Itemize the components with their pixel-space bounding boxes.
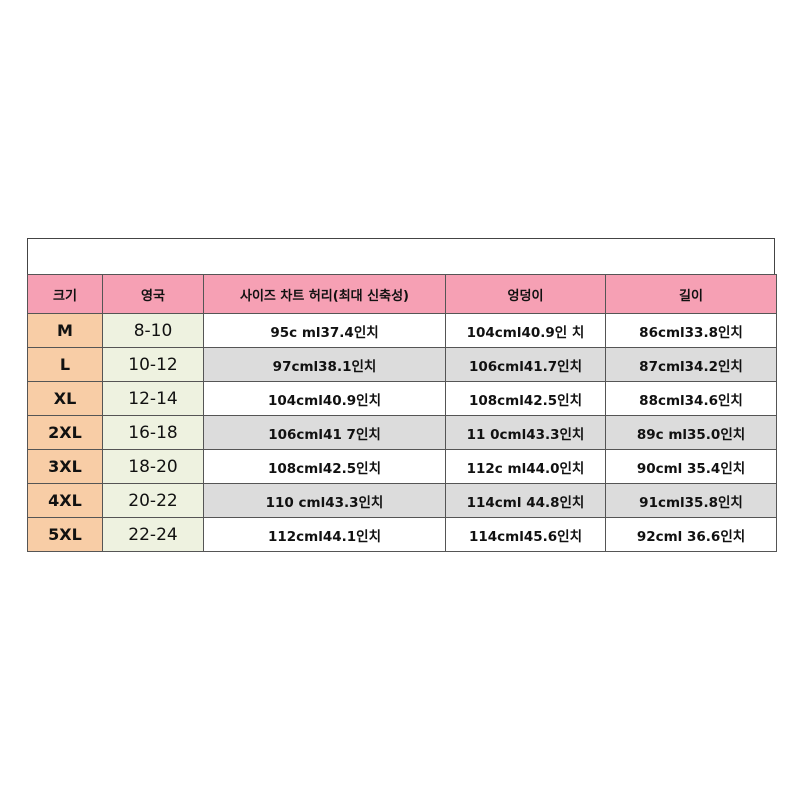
cell-waist: 97cml38.1인치 <box>203 347 446 382</box>
table-row: 4XL 20-22 110 cml43.3인치 114cml 44.8인치 91cml3… <box>27 483 777 518</box>
cell-length: 89c ml35.0인치 <box>605 415 777 450</box>
cell-uk: 16-18 <box>102 415 204 450</box>
cell-hip: 114cml 44.8인치 <box>445 483 606 518</box>
cell-length: 91cml35.8인치 <box>605 483 777 518</box>
size-table: 크기 영국 사이즈 차트 허리(최대 신축성) 엉덩이 길이 M 8-10 95c … <box>27 274 777 552</box>
header-waist: 사이즈 차트 허리(최대 신축성) <box>203 274 446 314</box>
cell-length: 88cml34.6인치 <box>605 381 777 416</box>
header-row: 크기 영국 사이즈 차트 허리(최대 신축성) 엉덩이 길이 <box>27 274 777 314</box>
cell-waist: 112cml44.1인치 <box>203 517 446 552</box>
cell-hip: 106cml41.7인치 <box>445 347 606 382</box>
cell-size: XL <box>27 381 103 416</box>
cell-size: 2XL <box>27 415 103 450</box>
cell-waist: 108cml42.5인치 <box>203 449 446 484</box>
table-row: 5XL 22-24 112cml44.1인치 114cml45.6인치 92cml 36… <box>27 517 777 552</box>
cell-waist: 110 cml43.3인치 <box>203 483 446 518</box>
size-chart: 크기 영국 사이즈 차트 허리(최대 신축성) 엉덩이 길이 M 8-10 95c … <box>27 238 777 552</box>
cell-uk: 22-24 <box>102 517 204 552</box>
cell-uk: 12-14 <box>102 381 204 416</box>
header-hip: 엉덩이 <box>445 274 606 314</box>
cell-size: 3XL <box>27 449 103 484</box>
table-row: L 10-12 97cml38.1인치 106cml41.7인치 87cml34.2인치 <box>27 347 777 382</box>
cell-length: 86cml33.8인치 <box>605 313 777 348</box>
cell-uk: 8-10 <box>102 313 204 348</box>
cell-waist: 95c ml37.4인치 <box>203 313 446 348</box>
cell-size: 5XL <box>27 517 103 552</box>
cell-hip: 104cml40.9인 치 <box>445 313 606 348</box>
cell-waist: 106cml41 7인치 <box>203 415 446 450</box>
cell-uk: 10-12 <box>102 347 204 382</box>
header-size: 크기 <box>27 274 103 314</box>
cell-hip: 114cml45.6인치 <box>445 517 606 552</box>
cell-waist: 104cml40.9인치 <box>203 381 446 416</box>
cell-hip: 108cml42.5인치 <box>445 381 606 416</box>
cell-size: 4XL <box>27 483 103 518</box>
table-row: M 8-10 95c ml37.4인치 104cml40.9인 치 86cml33.8인… <box>27 313 777 348</box>
cell-size: M <box>27 313 103 348</box>
cell-hip: 112c ml44.0인치 <box>445 449 606 484</box>
cell-length: 87cml34.2인치 <box>605 347 777 382</box>
header-uk: 영국 <box>102 274 204 314</box>
cell-size: L <box>27 347 103 382</box>
table-row: 2XL 16-18 106cml41 7인치 11 0cml43.3인치 89c ml3… <box>27 415 777 450</box>
table-row: 3XL 18-20 108cml42.5인치 112c ml44.0인치 90cml 3… <box>27 449 777 484</box>
cell-uk: 20-22 <box>102 483 204 518</box>
cell-length: 92cml 36.6인치 <box>605 517 777 552</box>
cell-uk: 18-20 <box>102 449 204 484</box>
cell-length: 90cml 35.4인치 <box>605 449 777 484</box>
table-row: XL 12-14 104cml40.9인치 108cml42.5인치 88cml34.6… <box>27 381 777 416</box>
title-area <box>27 238 775 274</box>
cell-hip: 11 0cml43.3인치 <box>445 415 606 450</box>
header-length: 길이 <box>605 274 777 314</box>
